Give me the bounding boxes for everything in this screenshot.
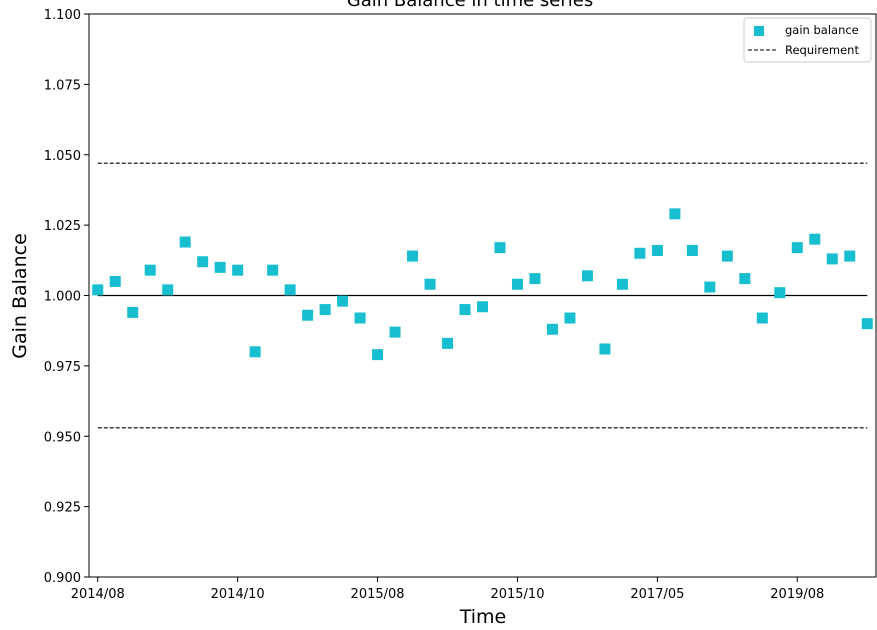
y-tick-label: 0.950 [44, 430, 81, 445]
data-point [267, 264, 279, 276]
y-tick-label: 1.025 [44, 219, 81, 234]
y-tick-label: 0.925 [44, 501, 81, 516]
data-point [354, 312, 366, 324]
data-point [704, 281, 716, 293]
data-point [179, 236, 191, 248]
x-tick-label: 2014/08 [71, 587, 125, 602]
data-point [529, 273, 541, 285]
data-point [337, 295, 349, 307]
data-point [809, 233, 821, 245]
data-point [616, 278, 628, 290]
legend-label-gain-balance: gain balance [785, 23, 859, 37]
legend-box [743, 17, 872, 63]
data-point [214, 261, 226, 273]
data-point [109, 275, 121, 287]
data-point [144, 264, 156, 276]
x-tick-label: 2017/05 [630, 587, 684, 602]
y-tick-label: 1.000 [44, 290, 81, 305]
data-point [127, 306, 139, 318]
data-point [826, 253, 838, 265]
y-tick-label: 0.975 [44, 360, 81, 375]
data-point [284, 284, 296, 296]
data-point [739, 273, 751, 285]
data-point [494, 242, 506, 254]
data-point [442, 337, 454, 349]
legend: gain balance Requirement [743, 17, 872, 63]
y-tick-label: 1.075 [44, 78, 81, 93]
x-tick-label: 2015/08 [351, 587, 405, 602]
data-point [686, 244, 698, 256]
x-tick-label: 2019/08 [770, 587, 824, 602]
y-axis-title: Gain Balance [9, 233, 31, 359]
data-point [372, 349, 384, 361]
data-point [197, 256, 209, 268]
x-tick-label: 2014/10 [211, 587, 265, 602]
data-point [791, 242, 803, 254]
data-point [634, 247, 646, 259]
data-point [721, 250, 733, 262]
data-point [774, 287, 786, 299]
legend-marker-gain-balance [754, 26, 764, 36]
data-point [844, 250, 856, 262]
y-axis: 0.900 0.925 0.950 0.975 1.000 1.025 1.050 1.075… [44, 8, 89, 586]
data-point [564, 312, 576, 324]
data-point [162, 284, 174, 296]
data-point [389, 326, 401, 338]
y-tick-label: 1.050 [44, 149, 81, 164]
data-point [459, 304, 471, 316]
data-point [511, 278, 523, 290]
data-point [302, 309, 314, 321]
data-point [669, 208, 681, 220]
data-point [756, 312, 768, 324]
data-point [546, 323, 558, 335]
chart-title: Gain Balance in time series [347, 0, 593, 11]
x-tick-label: 2015/10 [490, 587, 544, 602]
data-point [407, 250, 419, 262]
data-point [861, 318, 873, 330]
data-point [424, 278, 436, 290]
data-point [651, 244, 663, 256]
y-tick-label: 0.900 [44, 571, 81, 586]
data-point [477, 301, 488, 313]
data-point [249, 346, 261, 358]
y-tick-label: 1.100 [44, 8, 81, 23]
x-axis: 2014/08 2014/10 2015/08 2015/10 2017/05 2019/… [71, 577, 824, 602]
x-axis-title: Time [459, 606, 507, 628]
legend-label-requirement: Requirement [785, 43, 859, 57]
data-point [581, 270, 593, 282]
data-point [319, 304, 331, 316]
data-point [232, 264, 244, 276]
data-point [599, 343, 611, 355]
data-point [92, 284, 104, 296]
plot-area [92, 162, 873, 429]
